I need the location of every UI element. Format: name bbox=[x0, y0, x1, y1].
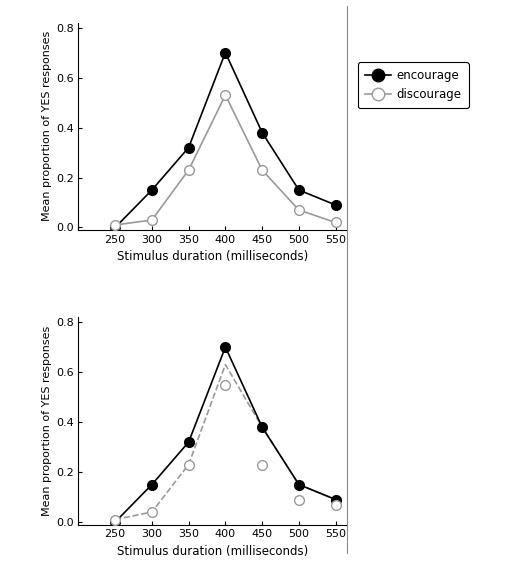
X-axis label: Stimulus duration (milliseconds): Stimulus duration (milliseconds) bbox=[117, 250, 308, 263]
Y-axis label: Mean proportion of YES responses: Mean proportion of YES responses bbox=[41, 325, 52, 516]
Y-axis label: Mean proportion of YES responses: Mean proportion of YES responses bbox=[41, 31, 52, 222]
X-axis label: Stimulus duration (milliseconds): Stimulus duration (milliseconds) bbox=[117, 545, 308, 558]
Legend: encourage, discourage: encourage, discourage bbox=[357, 62, 468, 108]
